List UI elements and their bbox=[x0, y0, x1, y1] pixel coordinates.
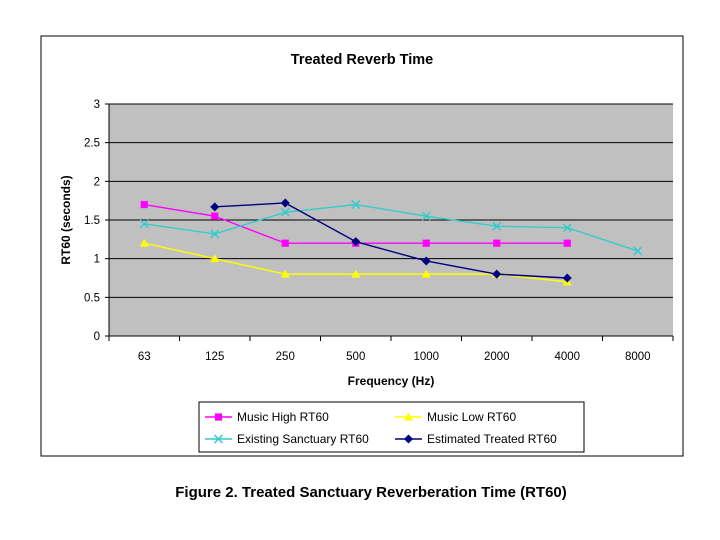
y-axis-label: RT60 (seconds) bbox=[59, 175, 73, 264]
series-layer bbox=[139, 198, 643, 286]
legend-box bbox=[198, 401, 585, 453]
data-point bbox=[210, 229, 220, 239]
legend-label: Music High RT60 bbox=[237, 410, 329, 424]
legend-label: Estimated Treated RT60 bbox=[427, 432, 557, 446]
legend-item: Estimated Treated RT60 bbox=[395, 432, 557, 446]
y-tick-label: 0 bbox=[94, 331, 100, 343]
data-point bbox=[492, 221, 502, 231]
data-point bbox=[280, 269, 290, 278]
data-point bbox=[562, 273, 572, 283]
data-point bbox=[562, 223, 572, 233]
data-point bbox=[140, 200, 148, 209]
data-point bbox=[139, 219, 149, 229]
data-point bbox=[492, 269, 502, 279]
data-point bbox=[421, 211, 431, 221]
legend-item: Music High RT60 bbox=[205, 410, 329, 424]
data-point bbox=[280, 198, 290, 208]
y-tick-label: 3 bbox=[94, 99, 100, 111]
x-tick-label: 125 bbox=[205, 351, 224, 363]
x-axis-label: Frequency (Hz) bbox=[348, 374, 435, 388]
data-point bbox=[210, 254, 220, 263]
series-line bbox=[214, 202, 568, 279]
data-point bbox=[351, 269, 361, 278]
series-existing-sanctuary-rt60 bbox=[139, 200, 643, 256]
series-estimated-treated-rt60 bbox=[210, 198, 572, 283]
data-point bbox=[493, 239, 501, 247]
figure-caption: Figure 2. Treated Sanctuary Reverberatio… bbox=[175, 484, 567, 501]
x-tick-label: 4000 bbox=[554, 351, 580, 363]
legend-item: Music Low RT60 bbox=[395, 410, 516, 424]
x-tick-label: 250 bbox=[276, 351, 295, 363]
gridlines bbox=[109, 103, 673, 337]
legend-label: Existing Sanctuary RT60 bbox=[237, 432, 369, 446]
data-point bbox=[351, 237, 361, 247]
data-point bbox=[280, 207, 290, 217]
data-point bbox=[281, 239, 289, 247]
y-tick-label: 0.5 bbox=[84, 292, 100, 304]
data-point bbox=[421, 269, 431, 278]
data-point bbox=[422, 239, 430, 247]
y-tick-label: 2 bbox=[94, 176, 100, 188]
legend-marker bbox=[404, 434, 413, 444]
y-tick-labels: 0 0.5 1 1.5 2 2.5 3 bbox=[84, 99, 100, 343]
chart-title: Treated Reverb Time bbox=[291, 52, 433, 68]
x-tick-labels: 63 125 250 500 1000 2000 4000 8000 bbox=[138, 351, 651, 363]
x-tick-label: 1000 bbox=[413, 351, 439, 363]
series-line bbox=[144, 203, 638, 252]
x-tick-label: 2000 bbox=[484, 351, 510, 363]
data-point bbox=[211, 212, 219, 220]
legend: Music High RT60 Music Low RT60 Existing Sa… bbox=[205, 410, 557, 446]
x-tick-label: 500 bbox=[346, 351, 365, 363]
data-point bbox=[633, 246, 643, 256]
data-point bbox=[139, 238, 149, 247]
data-point bbox=[351, 200, 361, 210]
legend-item: Existing Sanctuary RT60 bbox=[205, 432, 369, 446]
y-tick-label: 2.5 bbox=[84, 138, 100, 150]
data-point bbox=[563, 239, 571, 247]
x-tick-label: 63 bbox=[138, 351, 151, 363]
legend-marker bbox=[214, 413, 223, 421]
data-point bbox=[421, 256, 431, 266]
axes bbox=[105, 103, 674, 341]
legend-marker bbox=[213, 434, 224, 444]
data-point bbox=[210, 202, 220, 212]
legend-label: Music Low RT60 bbox=[427, 410, 516, 424]
legend-marker bbox=[404, 412, 413, 421]
x-tick-label: 8000 bbox=[625, 351, 651, 363]
y-tick-label: 1.5 bbox=[84, 215, 100, 227]
y-tick-label: 1 bbox=[94, 254, 100, 266]
